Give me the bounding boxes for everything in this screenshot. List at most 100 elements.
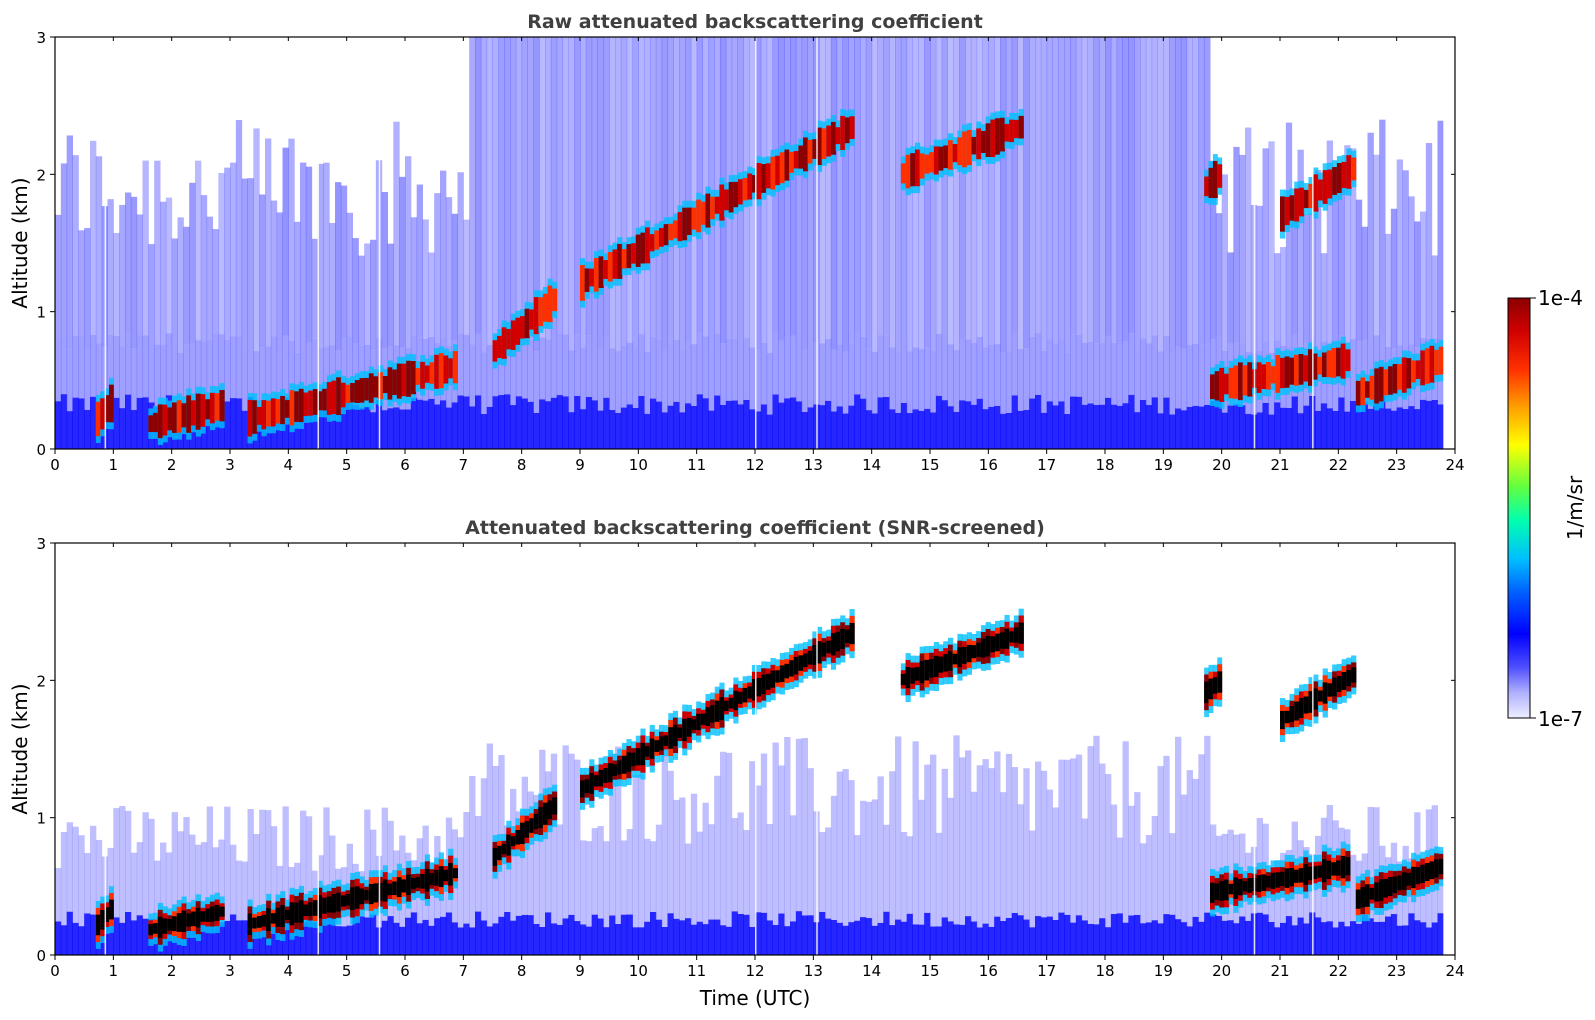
noise-cell <box>673 799 680 919</box>
noise-cell <box>1070 334 1077 397</box>
noise-cell <box>1379 921 1386 955</box>
noise-cell <box>580 409 587 449</box>
noise-cell <box>60 394 68 449</box>
noise-cell <box>626 914 633 955</box>
feature-core <box>448 863 454 886</box>
noise-cell <box>906 413 913 449</box>
bottom-x-tick-label: 0 <box>50 962 60 980</box>
feature-core <box>410 877 416 890</box>
noise-cell <box>982 923 989 955</box>
noise-cell <box>1180 794 1188 923</box>
gap-line <box>1312 543 1314 955</box>
noise-cell <box>189 342 196 405</box>
bottom-x-tick-label: 13 <box>804 962 823 980</box>
noise-cell <box>329 835 336 916</box>
noise-cell <box>755 349 762 412</box>
top-x-tick-label: 2 <box>167 456 177 474</box>
feature-cell <box>350 382 356 403</box>
feature-core <box>985 635 991 657</box>
feature-cell <box>631 243 637 264</box>
bottom-x-tick-label: 18 <box>1095 962 1114 980</box>
noise-cell <box>1320 922 1328 955</box>
noise-cell <box>300 162 307 340</box>
noise-cell <box>935 832 943 927</box>
noise-cell <box>830 349 838 412</box>
noise-cell <box>591 37 598 339</box>
feature-core <box>420 873 426 889</box>
feature-cell <box>219 390 225 422</box>
noise-cell <box>1005 37 1013 352</box>
feature-cell <box>654 230 660 250</box>
feature-cell <box>1228 367 1234 399</box>
noise-cell <box>1408 196 1415 345</box>
noise-cell <box>387 820 394 917</box>
noise-cell <box>889 409 896 449</box>
noise-cell <box>609 915 616 955</box>
noise-cell <box>84 853 91 914</box>
noise-cell <box>195 844 202 927</box>
feature-cell <box>733 181 739 208</box>
noise-cell <box>1163 335 1170 398</box>
feature-core <box>308 902 314 916</box>
noise-cell <box>125 810 132 912</box>
noise-cell <box>1087 341 1094 404</box>
bottom-x-tick-label: 3 <box>225 962 235 980</box>
noise-cell <box>690 344 698 406</box>
feature-cell <box>415 368 421 385</box>
noise-cell <box>545 339 552 402</box>
noise-cell <box>445 197 453 346</box>
noise-cell <box>1227 252 1234 344</box>
noise-cell <box>1116 37 1123 344</box>
feature-core <box>775 670 781 683</box>
noise-cell <box>1350 339 1357 401</box>
feature-core <box>378 882 384 901</box>
feature-core <box>322 897 328 914</box>
noise-cell <box>282 335 289 398</box>
feature-cell <box>326 382 332 415</box>
feature-core <box>1424 863 1431 882</box>
noise-cell <box>825 827 832 919</box>
feature-core <box>396 877 402 898</box>
feature-cell <box>1312 353 1318 380</box>
noise-cell <box>714 919 721 955</box>
feature-core <box>387 883 393 896</box>
noise-cell <box>539 399 546 449</box>
noise-cell <box>1326 408 1333 449</box>
noise-cell <box>504 394 511 449</box>
gap-line <box>755 543 757 955</box>
noise-cell <box>1303 405 1310 449</box>
feature-core <box>190 911 197 927</box>
feature-cell <box>668 223 674 241</box>
noise-cell <box>976 37 983 337</box>
noise-cell <box>323 162 330 347</box>
feature-core <box>401 879 407 893</box>
bottom-x-tick-label: 9 <box>575 962 585 980</box>
top-x-tick-label: 14 <box>862 456 881 474</box>
noise-cell <box>1274 253 1281 341</box>
feature-cell <box>1317 179 1324 201</box>
noise-cell <box>323 911 330 955</box>
noise-cell <box>918 37 925 350</box>
noise-cell <box>1145 835 1153 923</box>
feature-core <box>1340 855 1346 879</box>
noise-cell <box>848 343 855 406</box>
noise-cell <box>772 332 779 395</box>
noise-cell <box>253 128 260 352</box>
noise-cell <box>305 342 313 405</box>
noise-cell <box>1373 154 1380 336</box>
feature-core <box>910 667 916 684</box>
noise-cell <box>486 926 493 955</box>
noise-cell <box>1402 925 1409 955</box>
gap-line <box>755 37 757 449</box>
feature-cell <box>1313 174 1319 212</box>
noise-cell <box>620 840 628 915</box>
noise-cell <box>1414 221 1421 348</box>
noise-cell <box>970 342 978 405</box>
noise-cell <box>825 339 832 401</box>
noise-cell <box>778 913 785 955</box>
noise-cell <box>1204 404 1211 449</box>
noise-cell <box>620 407 628 449</box>
noise-cell <box>387 916 394 955</box>
noise-cell <box>136 335 143 398</box>
noise-cell <box>708 410 715 449</box>
